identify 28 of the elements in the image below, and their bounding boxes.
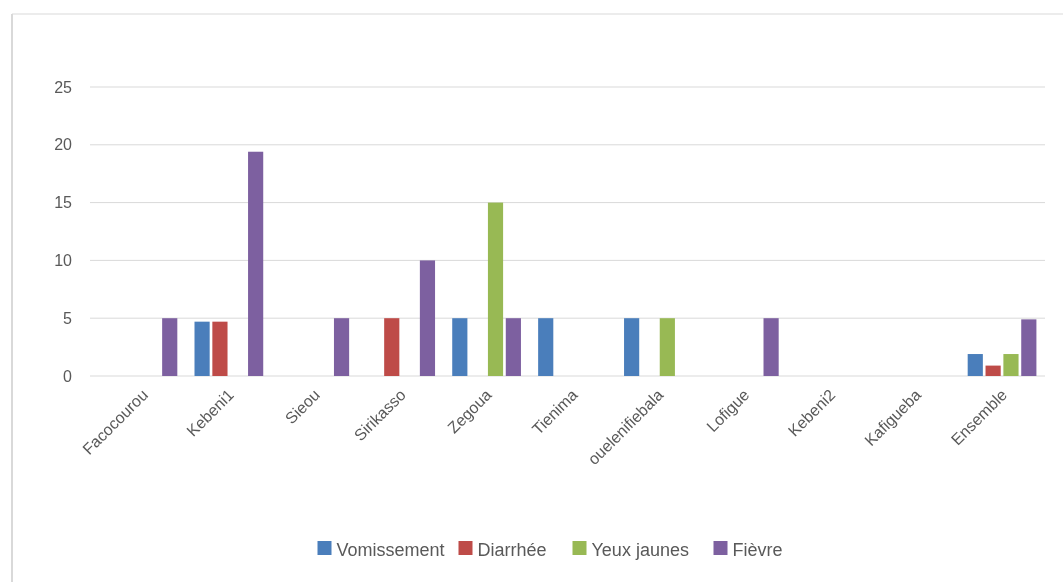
legend-label: Yeux jaunes — [591, 540, 689, 561]
legend-label: Fièvre — [732, 540, 783, 561]
bar — [659, 318, 675, 376]
bar — [538, 318, 554, 376]
bar — [452, 318, 468, 376]
bar — [1003, 354, 1019, 376]
bar — [985, 365, 1001, 376]
bar — [487, 202, 504, 376]
bar — [384, 318, 400, 376]
bar — [419, 260, 436, 376]
bar — [505, 318, 521, 376]
y-tick-label: 25 — [54, 78, 73, 96]
legend-label: Vomissement — [336, 540, 445, 561]
y-tick-label: 20 — [54, 136, 73, 154]
bar — [162, 318, 178, 376]
bar — [333, 318, 350, 376]
y-tick-label: 0 — [63, 367, 73, 385]
bar — [967, 354, 983, 376]
bar — [624, 318, 640, 376]
bar — [1021, 319, 1037, 376]
bar — [248, 151, 264, 376]
legend-label: Diarrhée — [477, 540, 547, 561]
y-tick-label: 10 — [54, 252, 73, 269]
bar — [212, 321, 228, 376]
y-tick-label: 15 — [54, 194, 73, 212]
bar — [194, 321, 210, 376]
y-tick-label: 5 — [63, 309, 73, 327]
bar — [763, 318, 779, 376]
